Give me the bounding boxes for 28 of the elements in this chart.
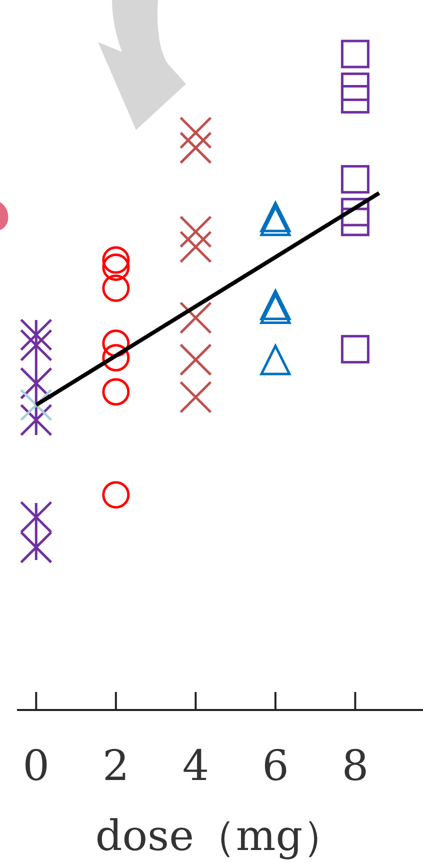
x-axis-title: dose（mg）	[95, 811, 345, 860]
point	[20, 318, 52, 352]
point	[20, 531, 52, 564]
point	[340, 72, 370, 102]
point	[179, 343, 212, 376]
point	[340, 40, 370, 68]
x-tick-label: 4	[182, 740, 210, 790]
point	[340, 85, 370, 114]
x-tick-label: 8	[342, 740, 369, 790]
point	[179, 301, 212, 334]
point	[102, 274, 130, 302]
point	[179, 116, 212, 149]
point	[102, 481, 130, 509]
point	[179, 230, 212, 264]
point	[179, 216, 212, 248]
point	[102, 253, 130, 281]
x-tick-label: 2	[102, 740, 130, 790]
point	[20, 500, 52, 534]
point	[340, 165, 370, 194]
x-tick-label: 0	[22, 740, 50, 790]
x-tick-label: 6	[262, 740, 289, 790]
point	[179, 132, 212, 164]
point	[340, 334, 370, 364]
point	[102, 378, 130, 406]
point	[179, 380, 212, 414]
point	[102, 246, 130, 274]
point	[20, 329, 52, 362]
point	[20, 404, 52, 436]
